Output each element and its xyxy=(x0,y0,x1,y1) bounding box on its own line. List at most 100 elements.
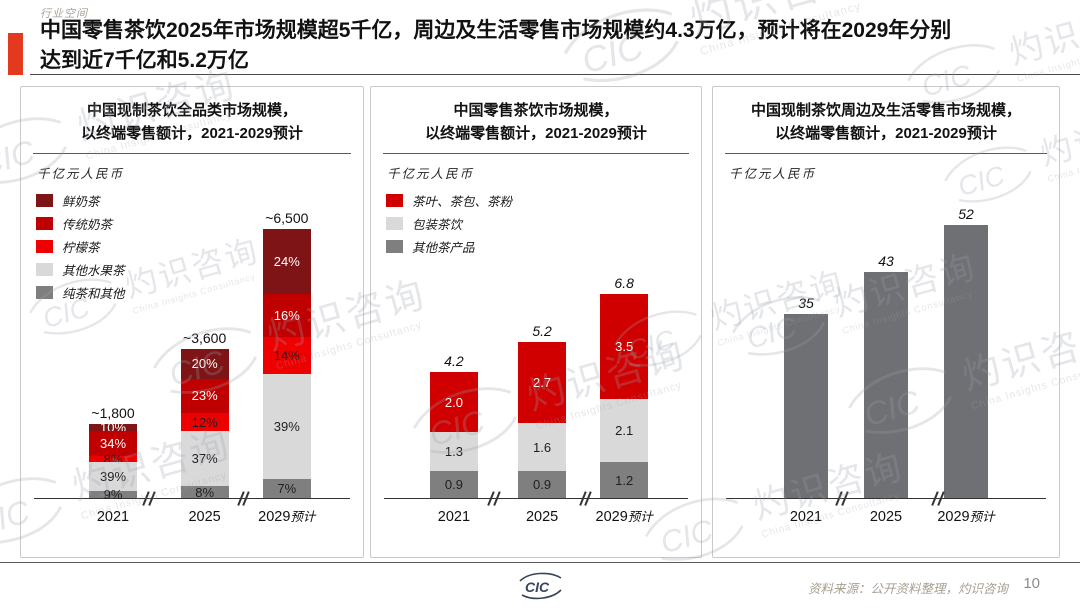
bar-total-label: ~3,600 xyxy=(183,330,227,347)
bar-segment xyxy=(864,272,908,498)
bar-segment: 2.0 xyxy=(429,372,478,432)
bar-segment-value: 39% xyxy=(99,469,127,485)
y-axis-unit-label: 千亿元人民币 xyxy=(37,166,125,181)
chart-plot-area: 4.2 2.0 1.3 0.9 2021 5.2 2.7 1.6 0.9 2025 6.8 3.5 2.… xyxy=(384,179,688,525)
bar-segment: 23% xyxy=(180,378,229,414)
bar-segment: 14% xyxy=(262,336,311,375)
bar-segment: 2.1 xyxy=(600,399,649,462)
legend-swatch xyxy=(36,239,53,253)
chart-plot-area: 35 2021 43 2025 52 2029预计 xyxy=(726,179,1046,525)
bar-column: ~3,600 20% 23% 12% 37% 8% xyxy=(180,330,229,500)
axis-break-mark xyxy=(236,491,250,506)
bar-segment: 37% xyxy=(180,431,229,487)
axis-break-mark xyxy=(487,491,501,506)
x-axis-category-label: 2025 xyxy=(870,509,902,525)
x-axis-category-label: 2021 xyxy=(790,509,822,525)
bar-segment: 16% xyxy=(262,293,311,337)
stacked-bar: 10% 34% 8% 39% 9% xyxy=(89,421,137,503)
header-divider xyxy=(30,74,1080,75)
cic-logo-icon: CIC xyxy=(519,572,562,600)
bar-column: ~6,500 24% 16% 14% 39% 7% xyxy=(262,210,311,498)
stacked-bar xyxy=(864,272,908,498)
x-axis-line xyxy=(726,498,1046,499)
bar-segment-value: 16% xyxy=(273,307,300,323)
stacked-bar: 3.5 2.1 1.2 xyxy=(600,294,649,498)
bar-segment xyxy=(784,314,828,498)
bar-segment: 7% xyxy=(262,479,311,498)
legend-label: 其他茶产品 xyxy=(412,240,475,255)
bar-segment-value: 7% xyxy=(277,481,297,497)
x-axis-category-label: 2021 xyxy=(438,509,470,525)
chart-title: 中国现制茶饮周边及生活零售市场规模， 以终端零售额计，2021-2029预计 xyxy=(723,99,1049,146)
legend-label: 包装茶饮 xyxy=(412,217,463,232)
legend-label: 柠檬茶 xyxy=(62,240,100,255)
bar-segment: 3.5 xyxy=(600,294,649,399)
chart-panel-freshly-made-tea: 中国现制茶饮全品类市场规模， 以终端零售额计，2021-2029预计 千亿元人民… xyxy=(20,86,364,558)
page-title: 中国零售茶饮2025年市场规模超5千亿，周边及生活零售市场规模约4.3万亿，预计… xyxy=(40,16,1055,77)
bar-segment-value: 34% xyxy=(99,436,127,452)
bar-column: 6.8 3.5 2.1 1.2 xyxy=(600,275,649,498)
bar-column: 35 xyxy=(784,295,828,498)
chart-plot-area: ~1,800 10% 34% 8% 39% 9% 2021 ~3,600 20% 23% 12% 37… xyxy=(34,179,350,525)
bar-segment-value: 2.0 xyxy=(444,394,463,410)
category-note: 预计 xyxy=(290,510,316,524)
category-year: 2021 xyxy=(437,509,471,525)
legend-swatch xyxy=(386,193,403,207)
bar-segment-value: 3.5 xyxy=(615,339,634,354)
bar-total-label: 6.8 xyxy=(614,275,634,291)
stacked-bar xyxy=(944,225,988,498)
legend-label: 鲜奶茶 xyxy=(62,194,100,209)
bar-segment-value: 12% xyxy=(191,414,218,430)
bar-column: 52 xyxy=(944,206,988,498)
x-axis-line xyxy=(384,498,688,499)
legend-swatch xyxy=(386,239,403,253)
category-year: 2025 xyxy=(869,509,903,525)
cic-logo: CIC xyxy=(516,570,564,607)
source-note: 资料来源：公开资料整理，灼识咨询 xyxy=(807,582,1008,596)
bar-segment-value: 0.9 xyxy=(533,477,552,492)
bar-segment: 1.3 xyxy=(429,432,478,471)
bar-segment-value: 9% xyxy=(103,487,123,503)
page-title-line1: 中国零售茶饮2025年市场规模超5千亿，周边及生活零售市场规模约4.3万亿，预计… xyxy=(40,19,952,42)
chart-legend: 鲜奶茶 传统奶茶 柠檬茶 其他水果茶 纯茶和其他 xyxy=(36,189,363,304)
bar-segment: 39% xyxy=(89,462,137,492)
bar-segment: 2.7 xyxy=(518,342,567,423)
y-axis-unit-label: 千亿元人民币 xyxy=(387,166,475,181)
x-axis-category-label: 2029预计 xyxy=(937,506,994,525)
axis-break-mark xyxy=(835,491,849,506)
chart-title: 中国现制茶饮全品类市场规模， 以终端零售额计，2021-2029预计 xyxy=(31,99,353,146)
category-year: 2025 xyxy=(525,509,559,525)
legend-swatch xyxy=(36,262,53,276)
bar-segment-value: 0.9 xyxy=(444,477,463,492)
category-note: 预计 xyxy=(969,510,995,524)
svg-text:CIC: CIC xyxy=(525,579,550,595)
axis-break-mark xyxy=(578,491,592,506)
bar-segment: 20% xyxy=(180,349,229,379)
chart-title-line1: 中国现制茶饮周边及生活零售市场规模， xyxy=(750,102,1021,119)
chart-title-underline xyxy=(33,152,351,154)
bar-segment-value: 8% xyxy=(195,484,215,500)
section-eyebrow: 行业空间 xyxy=(40,8,88,20)
category-year: 2029 xyxy=(937,509,970,525)
bar-segment-value: 23% xyxy=(191,388,218,404)
bar-segment: 0.9 xyxy=(518,471,567,498)
bar-segment: 12% xyxy=(180,413,229,432)
bar-segment-value: 1.2 xyxy=(615,472,634,488)
legend-item: 其他茶产品 xyxy=(386,235,701,258)
bar-segment-value: 2.1 xyxy=(615,423,634,438)
x-axis-category-label: 2025 xyxy=(188,509,220,525)
bar-segment: 34% xyxy=(89,430,137,457)
bar-segment: 9% xyxy=(89,487,137,503)
bar-segment: 1.6 xyxy=(518,423,567,471)
legend-item: 茶叶、茶包、茶粉 xyxy=(386,189,701,212)
bar-segment-value: 1.3 xyxy=(444,444,463,459)
bar-segment: 1.2 xyxy=(600,462,649,498)
category-year: 2029 xyxy=(595,509,628,525)
chart-panel-tea-peripheral: 中国现制茶饮周边及生活零售市场规模， 以终端零售额计，2021-2029预计 千… xyxy=(712,86,1060,558)
chart-title-line1: 中国现制茶饮全品类市场规模， xyxy=(86,102,297,119)
bar-segment-value: 20% xyxy=(191,356,218,372)
x-axis-category-label: 2025 xyxy=(526,509,558,525)
bar-total-label: 52 xyxy=(958,206,974,222)
category-year: 2021 xyxy=(96,509,130,525)
stacked-bar: 2.7 1.6 0.9 xyxy=(518,342,567,498)
